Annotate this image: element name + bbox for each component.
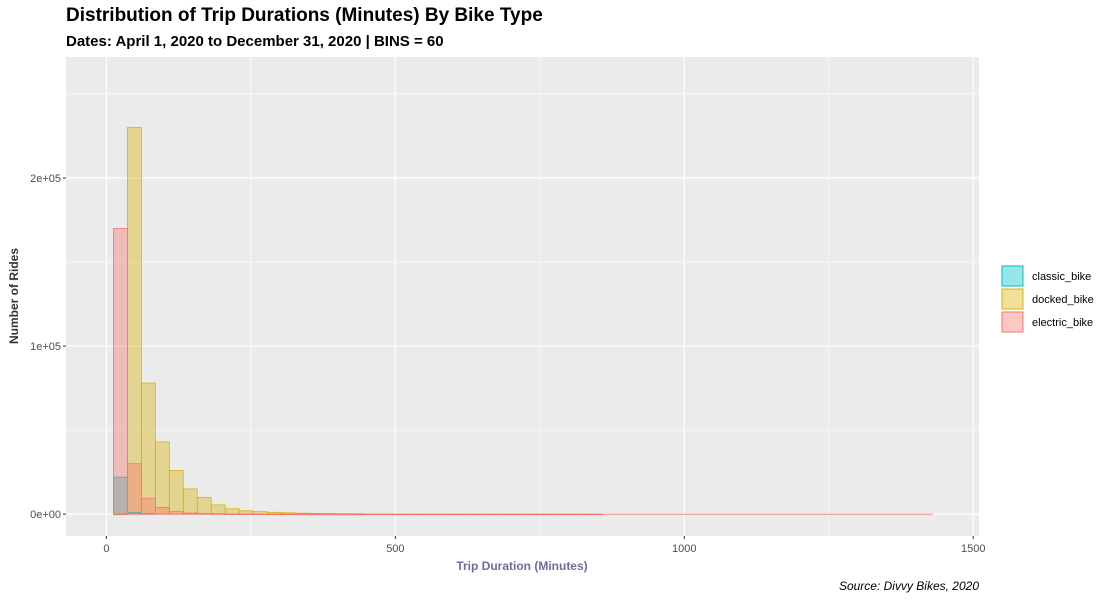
x-tick-label: 500 [386,543,404,555]
histogram-bar [140,382,156,515]
histogram-bar [196,496,212,515]
x-tick-label: 1000 [672,543,696,555]
minor-grid [66,57,979,536]
legend-label: docked_bike [1032,294,1094,306]
y-tick-label: 0e+00 [30,509,61,521]
histogram-bar [224,508,240,515]
legend-label: electric_bike [1032,317,1093,329]
x-axis-title: Trip Duration (Minutes) [456,559,587,573]
legend-key [1001,288,1024,310]
histogram-bar [210,504,226,515]
histogram-bar [154,441,170,515]
bars-layer [113,127,933,516]
chart-subtitle: Dates: April 1, 2020 to December 31, 202… [66,33,444,50]
y-tick-label: 2e+05 [30,173,61,185]
series-docked-bike [113,127,366,516]
histogram-bar [113,228,128,515]
histogram-bar [168,470,184,515]
legend-label: classic_bike [1032,271,1091,283]
x-tick-label: 1500 [961,543,985,555]
histogram-bar [127,127,142,515]
x-axis-ticks: 0 500 1000 1500 [103,536,985,555]
histogram-bar [140,497,156,515]
legend-key [1001,265,1024,287]
legend-key [1001,311,1024,333]
legend: classic_bike docked_bike electric_bike [1001,265,1094,333]
histogram-bar [182,488,198,515]
x-tick-label: 0 [103,543,109,555]
histogram-bar [127,463,142,515]
y-axis-ticks: 0e+00 1e+05 2e+05 [30,173,66,521]
y-axis-title: Number of Rides [7,248,21,344]
plot-panel [66,57,979,536]
chart-caption: Source: Divvy Bikes, 2020 [838,579,979,593]
histogram-bar [154,507,170,515]
y-tick-label: 1e+05 [30,341,61,353]
chart-title: Distribution of Trip Durations (Minutes)… [66,5,543,26]
